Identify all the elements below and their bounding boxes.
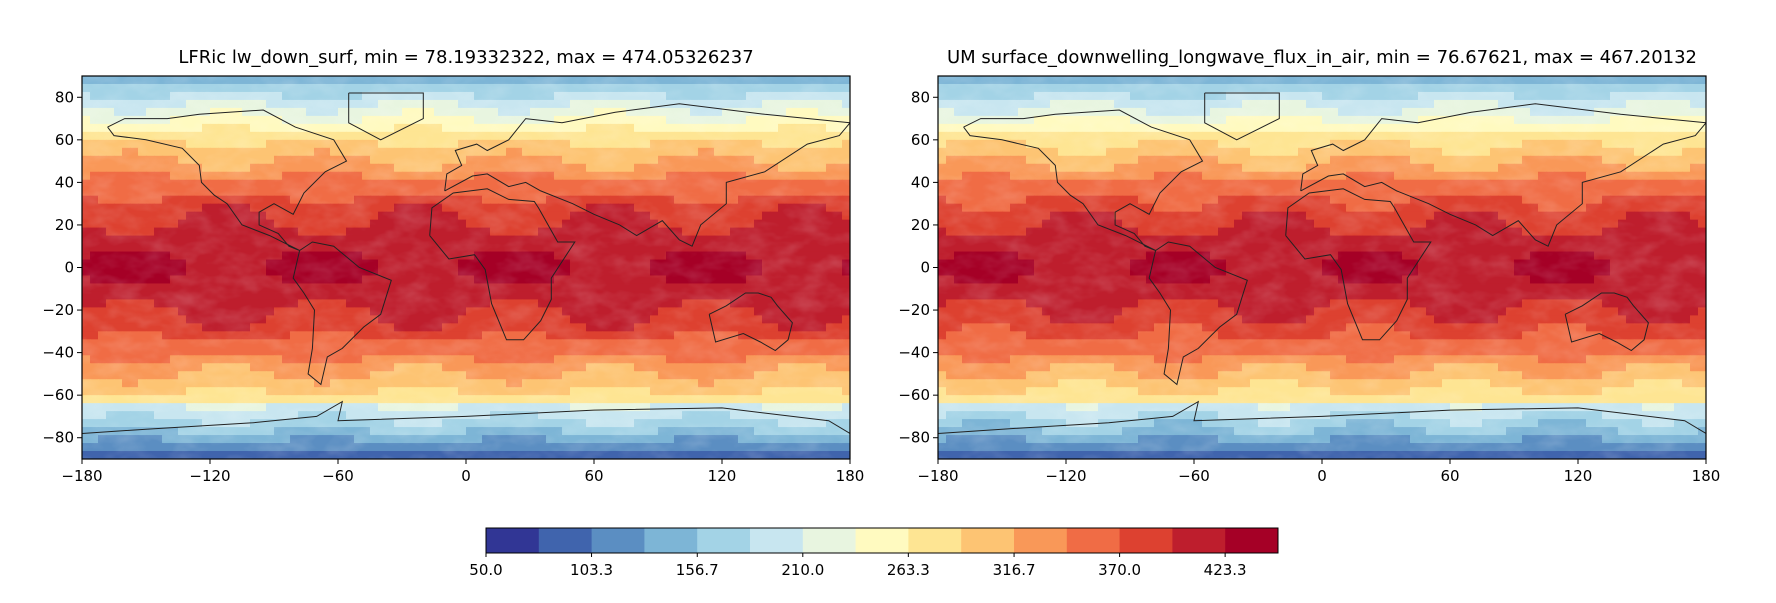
y-tick-label: 40 — [55, 173, 74, 191]
heatmap-field — [938, 76, 1706, 459]
field-texture — [82, 76, 850, 459]
coastline — [82, 400, 850, 434]
coastline — [348, 92, 424, 141]
y-axis: 80 60 40 20 0 −20 −40 −60 −80 — [42, 88, 82, 447]
y-tick-label: −20 — [42, 301, 74, 319]
coastline — [429, 188, 576, 341]
y-tick-label: 60 — [55, 131, 74, 149]
panel-title: UM surface_downwelling_longwave_flux_in_… — [947, 47, 1697, 68]
coastline — [444, 103, 850, 247]
x-tick-label: −180 — [61, 467, 102, 485]
y-tick-label: 20 — [55, 216, 74, 234]
y-tick-label: 80 — [55, 88, 74, 106]
coastline — [107, 109, 348, 251]
x-tick-label: 0 — [461, 467, 471, 485]
map-panel-um: UM surface_downwelling_longwave_flux_in_… — [898, 47, 1720, 485]
x-axis: −180 −120 −60 0 60 120 180 — [61, 459, 864, 485]
x-tick-label: 60 — [584, 467, 603, 485]
panel-title: LFRic lw_down_surf, min = 78.19332322, m… — [178, 47, 753, 68]
x-tick-label: 180 — [836, 467, 865, 485]
x-tick-label: −60 — [322, 467, 354, 485]
heatmap-field — [82, 76, 850, 459]
x-tick-label: −120 — [189, 467, 230, 485]
y-tick-label: −60 — [42, 386, 74, 404]
y-tick-label: 0 — [64, 259, 74, 277]
y-tick-label: −40 — [42, 344, 74, 362]
coastline — [292, 241, 392, 386]
map-panel-lfric: LFRic lw_down_surf, min = 78.19332322, m… — [42, 47, 864, 485]
y-tick-label: −80 — [42, 429, 74, 447]
x-tick-label: 120 — [708, 467, 737, 485]
coastline — [708, 292, 793, 352]
